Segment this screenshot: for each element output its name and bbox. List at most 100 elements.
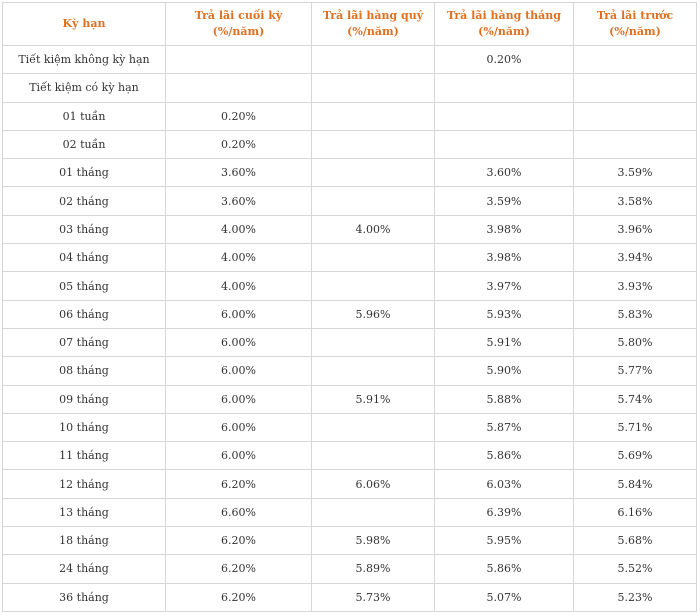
quarterly-rate-cell — [311, 356, 435, 386]
upfront-rate-cell — [573, 129, 697, 160]
end-of-term-rate-cell: 6.00% — [165, 327, 312, 358]
table-row: 24 tháng 6.20% 5.89% 5.86% 5.52% — [2, 554, 697, 584]
upfront-rate-cell: 5.83% — [573, 299, 697, 329]
table-row: 01 tuần 0.20% — [2, 101, 697, 131]
end-of-term-rate-cell — [165, 73, 312, 103]
upfront-rate-cell: 3.96% — [573, 214, 697, 245]
quarterly-rate-cell: 5.96% — [311, 299, 435, 329]
monthly-rate-cell: 5.87% — [434, 412, 574, 443]
monthly-rate-cell: 5.90% — [434, 356, 574, 386]
monthly-rate-cell: 3.59% — [434, 186, 574, 216]
header-monthly: Trả lãi hàng tháng (%/năm) — [434, 2, 574, 46]
monthly-rate-cell: 5.93% — [434, 299, 574, 329]
table-row: 08 tháng 6.00% 5.90% 5.77% — [2, 356, 697, 386]
table-row: 05 tháng 4.00% 3.97% 3.93% — [2, 271, 697, 301]
upfront-rate-cell: 5.23% — [573, 582, 697, 612]
quarterly-rate-cell — [311, 186, 435, 216]
term-cell: 06 tháng — [2, 299, 166, 329]
quarterly-rate-cell — [311, 73, 435, 103]
table-row: 13 tháng 6.60% 6.39% 6.16% — [2, 497, 697, 528]
end-of-term-rate-cell — [165, 44, 312, 75]
end-of-term-rate-cell: 6.00% — [165, 412, 312, 443]
table-row: 07 tháng 6.00% 5.91% 5.80% — [2, 327, 697, 358]
monthly-rate-cell: 5.86% — [434, 441, 574, 471]
table-row: 06 tháng 6.00% 5.96% 5.93% 5.83% — [2, 299, 697, 329]
quarterly-rate-cell — [311, 44, 435, 75]
end-of-term-rate-cell: 0.20% — [165, 101, 312, 131]
term-cell: 11 tháng — [2, 441, 166, 471]
monthly-rate-cell: 0.20% — [434, 44, 574, 75]
header-end-of-term: Trả lãi cuối kỳ (%/năm) — [165, 2, 312, 46]
table-row: 11 tháng 6.00% 5.86% 5.69% — [2, 441, 697, 471]
term-cell: 05 tháng — [2, 271, 166, 301]
quarterly-rate-cell — [311, 497, 435, 528]
table-row: 36 tháng 6.20% 5.73% 5.07% 5.23% — [2, 582, 697, 612]
end-of-term-rate-cell: 4.00% — [165, 243, 312, 273]
end-of-term-rate-cell: 6.20% — [165, 469, 312, 499]
monthly-rate-cell: 3.97% — [434, 271, 574, 301]
end-of-term-rate-cell: 3.60% — [165, 158, 312, 188]
term-cell: 01 tuần — [2, 101, 166, 131]
quarterly-rate-cell — [311, 441, 435, 471]
table-row: 12 tháng 6.20% 6.06% 6.03% 5.84% — [2, 469, 697, 499]
table-body: Tiết kiệm không kỳ hạn 0.20% Tiết kiệm có … — [2, 44, 697, 612]
monthly-rate-cell: 5.86% — [434, 554, 574, 584]
end-of-term-rate-cell: 3.60% — [165, 186, 312, 216]
quarterly-rate-cell — [311, 129, 435, 160]
upfront-rate-cell: 3.94% — [573, 243, 697, 273]
quarterly-rate-cell: 5.91% — [311, 384, 435, 414]
end-of-term-rate-cell: 6.20% — [165, 526, 312, 556]
end-of-term-rate-cell: 6.00% — [165, 356, 312, 386]
quarterly-rate-cell: 5.73% — [311, 582, 435, 612]
table-row: 03 tháng 4.00% 4.00% 3.98% 3.96% — [2, 214, 697, 245]
upfront-rate-cell — [573, 73, 697, 103]
monthly-rate-cell — [434, 73, 574, 103]
quarterly-rate-cell — [311, 327, 435, 358]
monthly-rate-cell — [434, 101, 574, 131]
header-term: Kỳ hạn — [2, 2, 166, 46]
term-cell: 10 tháng — [2, 412, 166, 443]
monthly-rate-cell: 3.98% — [434, 243, 574, 273]
end-of-term-rate-cell: 0.20% — [165, 129, 312, 160]
upfront-rate-cell: 5.71% — [573, 412, 697, 443]
table-header: Kỳ hạn Trả lãi cuối kỳ (%/năm) Trả lãi h… — [2, 2, 697, 46]
quarterly-rate-cell — [311, 101, 435, 131]
end-of-term-rate-cell: 6.00% — [165, 441, 312, 471]
term-cell: 36 tháng — [2, 582, 166, 612]
quarterly-rate-cell: 4.00% — [311, 214, 435, 245]
monthly-rate-cell: 6.03% — [434, 469, 574, 499]
monthly-rate-cell — [434, 129, 574, 160]
monthly-rate-cell: 5.95% — [434, 526, 574, 556]
upfront-rate-cell: 3.93% — [573, 271, 697, 301]
quarterly-rate-cell: 6.06% — [311, 469, 435, 499]
end-of-term-rate-cell: 4.00% — [165, 214, 312, 245]
table-row: 09 tháng 6.00% 5.91% 5.88% 5.74% — [2, 384, 697, 414]
header-quarterly: Trả lãi hàng quý (%/năm) — [311, 2, 435, 46]
term-cell: 03 tháng — [2, 214, 166, 245]
upfront-rate-cell: 3.58% — [573, 186, 697, 216]
term-cell: 09 tháng — [2, 384, 166, 414]
term-cell: Tiết kiệm không kỳ hạn — [2, 44, 166, 75]
monthly-rate-cell: 5.88% — [434, 384, 574, 414]
upfront-rate-cell: 6.16% — [573, 497, 697, 528]
term-cell: 07 tháng — [2, 327, 166, 358]
upfront-rate-cell: 5.74% — [573, 384, 697, 414]
quarterly-rate-cell — [311, 158, 435, 188]
upfront-rate-cell — [573, 44, 697, 75]
term-cell: 04 tháng — [2, 243, 166, 273]
term-cell: Tiết kiệm có kỳ hạn — [2, 73, 166, 103]
end-of-term-rate-cell: 6.20% — [165, 554, 312, 584]
upfront-rate-cell: 5.77% — [573, 356, 697, 386]
quarterly-rate-cell — [311, 243, 435, 273]
table-row: 02 tuần 0.20% — [2, 129, 697, 160]
monthly-rate-cell: 5.91% — [434, 327, 574, 358]
upfront-rate-cell: 5.52% — [573, 554, 697, 584]
monthly-rate-cell: 3.60% — [434, 158, 574, 188]
table-row: 01 tháng 3.60% 3.60% 3.59% — [2, 158, 697, 188]
table-row: Tiết kiệm có kỳ hạn — [2, 73, 697, 103]
table-row: Tiết kiệm không kỳ hạn 0.20% — [2, 44, 697, 75]
end-of-term-rate-cell: 6.60% — [165, 497, 312, 528]
upfront-rate-cell: 3.59% — [573, 158, 697, 188]
upfront-rate-cell — [573, 101, 697, 131]
